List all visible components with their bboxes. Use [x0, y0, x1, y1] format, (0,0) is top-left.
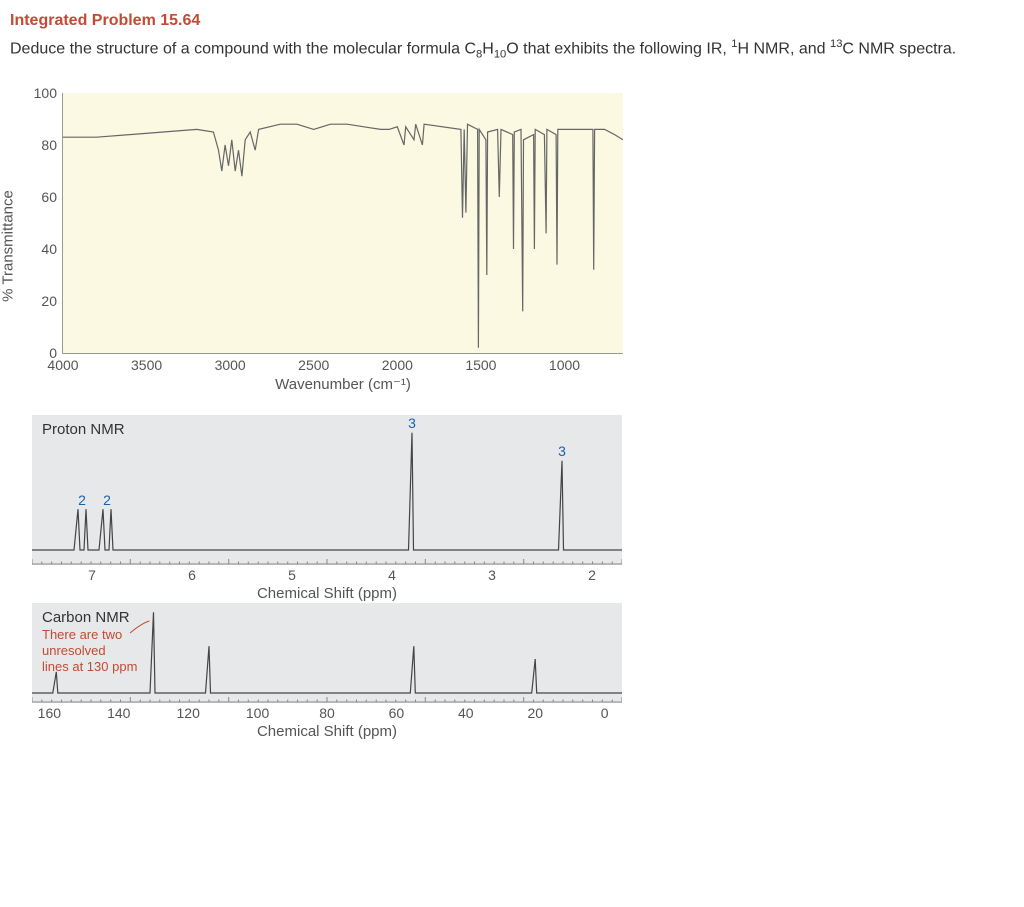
nmr-x-tick: 7: [88, 565, 96, 583]
ir-y-tick: 100: [34, 85, 63, 101]
ir-x-tick: 2000: [382, 353, 413, 373]
nmr-x-tick: 160: [38, 703, 61, 721]
proton-nmr-x-axis-label: Chemical Shift (ppm): [257, 585, 397, 602]
proton-nmr-plot-area: Proton NMR 7654322233: [32, 415, 622, 565]
spectra-figures: % Transmittance Wavenumber (cm⁻¹) 020406…: [10, 91, 1014, 703]
ir-trace: [63, 93, 623, 353]
carbon-nmr-x-axis-label: Chemical Shift (ppm): [257, 723, 397, 740]
nmr-x-tick: 40: [458, 703, 474, 721]
nmr-x-tick: 60: [389, 703, 405, 721]
nmr-integration-label: 2: [103, 492, 111, 508]
ir-x-tick: 1000: [549, 353, 580, 373]
ir-x-tick: 4000: [47, 353, 78, 373]
ir-x-tick: 3500: [131, 353, 162, 373]
nmr-x-tick: 6: [188, 565, 196, 583]
nmr-x-tick: 2: [588, 565, 596, 583]
nmr-integration-label: 2: [78, 492, 86, 508]
nmr-x-tick: 100: [246, 703, 269, 721]
ir-x-tick: 2500: [298, 353, 329, 373]
nmr-x-tick: 80: [319, 703, 335, 721]
proton-nmr-trace: [32, 415, 622, 565]
ir-x-axis-label: Wavenumber (cm⁻¹): [275, 375, 411, 393]
carbon-nmr-trace: [32, 603, 622, 703]
ir-y-tick: 80: [41, 137, 63, 153]
proton-nmr-spectrum: Proton NMR 7654322233 Chemical Shift (pp…: [32, 415, 622, 565]
ir-x-tick: 1500: [465, 353, 496, 373]
carbon-nmr-spectrum: Carbon NMR There are two unresolved line…: [32, 603, 622, 703]
nmr-x-tick: 5: [288, 565, 296, 583]
problem-statement: Deduce the structure of a compound with …: [10, 36, 1014, 63]
nmr-integration-label: 3: [558, 443, 566, 459]
problem-title: Integrated Problem 15.64: [10, 12, 1014, 30]
ir-plot-area: Wavenumber (cm⁻¹) 0204060801004000350030…: [62, 93, 623, 354]
nmr-integration-label: 3: [408, 415, 416, 431]
ir-y-tick: 60: [41, 189, 63, 205]
ir-x-tick: 3000: [215, 353, 246, 373]
ir-spectrum: % Transmittance Wavenumber (cm⁻¹) 020406…: [10, 91, 650, 401]
nmr-x-tick: 120: [176, 703, 199, 721]
nmr-x-tick: 20: [527, 703, 543, 721]
nmr-x-tick: 3: [488, 565, 496, 583]
ir-y-axis-label: % Transmittance: [0, 190, 17, 302]
ir-y-tick: 20: [41, 293, 63, 309]
nmr-x-tick: 0: [601, 703, 609, 721]
nmr-x-tick: 140: [107, 703, 130, 721]
carbon-nmr-plot-area: Carbon NMR There are two unresolved line…: [32, 603, 622, 703]
nmr-x-tick: 4: [388, 565, 396, 583]
ir-y-tick: 40: [41, 241, 63, 257]
